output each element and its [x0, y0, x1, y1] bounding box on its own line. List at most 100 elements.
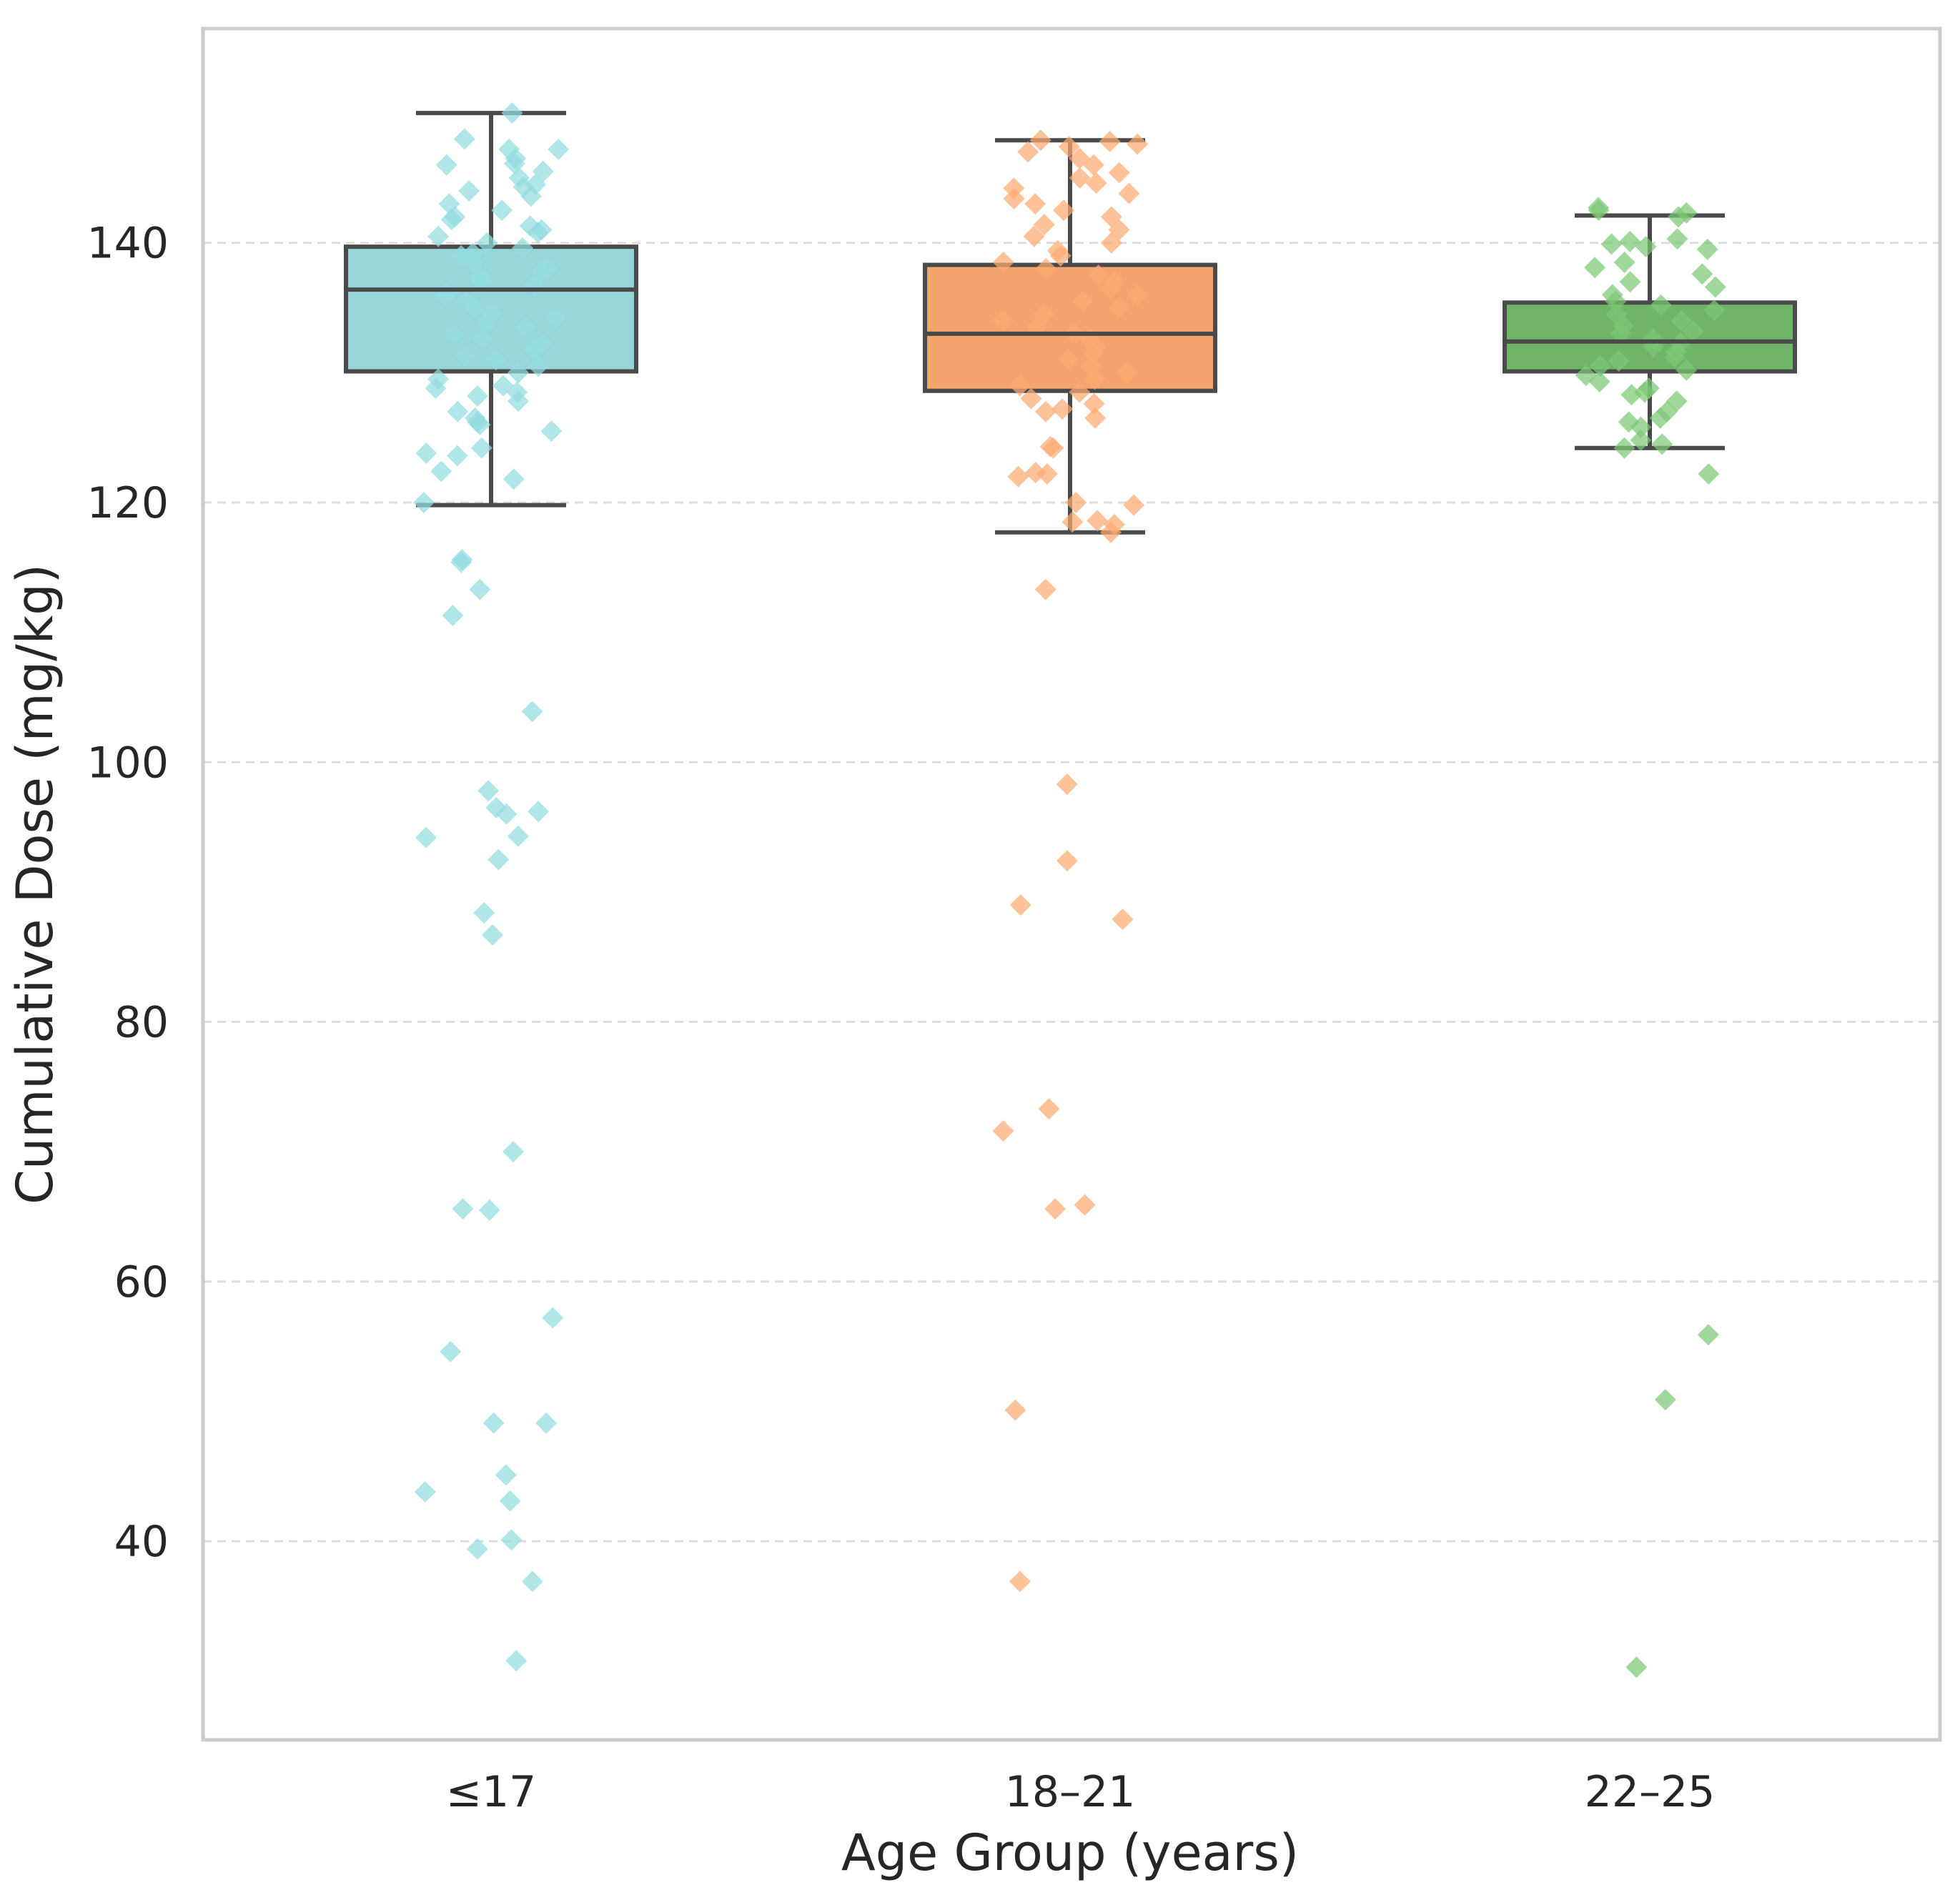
strip-point: [1654, 1389, 1676, 1411]
strip-point: [452, 1198, 474, 1220]
strip-point: [1698, 463, 1720, 485]
strip-point: [511, 237, 533, 259]
y-tick-label: 40: [114, 1517, 169, 1567]
strip-point: [1029, 129, 1051, 152]
x-tick-label: 18–21: [1005, 1767, 1136, 1817]
strip-point: [521, 701, 543, 723]
strip-point: [1023, 225, 1045, 247]
x-axis-title: Age Group (years): [841, 1824, 1299, 1882]
strip-point: [523, 338, 545, 360]
strip-point: [1049, 244, 1071, 267]
y-tick-label: 100: [86, 738, 169, 788]
strip-point: [1703, 300, 1726, 322]
strip-point: [1635, 236, 1657, 258]
strip-point: [427, 225, 450, 247]
plot-frame: [201, 26, 1942, 1742]
strip-point: [471, 328, 493, 350]
strip-point: [495, 803, 518, 825]
strip-point: [1082, 342, 1104, 365]
strip-point: [478, 1199, 500, 1221]
strip-point: [1036, 463, 1058, 485]
strip-point: [1588, 199, 1610, 222]
strip-point: [1651, 433, 1673, 455]
strip-point: [1671, 310, 1693, 332]
strip-point: [1667, 206, 1689, 228]
strip-point: [520, 185, 542, 207]
strip-point: [1009, 1570, 1031, 1593]
strip-point: [1613, 437, 1635, 459]
y-tick-labels: 40 60 80 100 120 140: [86, 219, 169, 1567]
strip-point: [528, 801, 550, 823]
strip-point: [495, 1464, 517, 1486]
x-tick-labels: ≤17 18–21 22–25: [446, 1767, 1716, 1817]
strip-point: [1123, 494, 1145, 516]
strip-point: [476, 232, 498, 254]
median-layer: [346, 287, 1795, 344]
strip-point: [1620, 384, 1643, 406]
strip-point: [1084, 407, 1107, 429]
strip-point: [1009, 375, 1031, 397]
strip-point: [491, 199, 513, 222]
strip-point: [542, 1307, 564, 1329]
strip-point: [1020, 387, 1042, 410]
strip-point: [1087, 264, 1109, 287]
strip-point: [1116, 362, 1138, 384]
strip-point: [1042, 437, 1064, 459]
strip-point: [463, 297, 485, 319]
strip-point: [503, 1141, 525, 1163]
strip-point: [415, 442, 437, 464]
strip-point: [548, 138, 570, 160]
strip-point: [440, 209, 462, 231]
strip-point: [1069, 167, 1091, 189]
points-layer: [413, 102, 1726, 1678]
strip-point: [1584, 257, 1606, 279]
strip-point: [544, 307, 566, 330]
strip-point: [1056, 850, 1078, 872]
strip-point: [1127, 133, 1149, 155]
y-tick-label: 80: [114, 998, 169, 1048]
strip-point: [1127, 284, 1149, 306]
strip-point: [1108, 162, 1130, 184]
strip-point: [458, 180, 480, 202]
strip-point: [1630, 416, 1652, 438]
strip-point: [1605, 290, 1627, 312]
x-tick-label: 22–25: [1585, 1767, 1716, 1817]
strip-point: [527, 355, 549, 377]
strip-point: [1600, 233, 1623, 255]
strip-point: [535, 1412, 558, 1434]
y-tick-label: 60: [114, 1257, 169, 1307]
strip-point: [1676, 359, 1698, 381]
strip-point: [1650, 294, 1672, 316]
strip-point: [1051, 398, 1074, 420]
strip-point: [1071, 290, 1094, 312]
strip-point: [1099, 131, 1121, 153]
strip-point: [1663, 346, 1686, 368]
strip-point: [1024, 193, 1046, 215]
strip-point: [430, 460, 452, 483]
strip-point: [1034, 400, 1056, 422]
strip-point: [1666, 228, 1688, 250]
strip-point: [1065, 491, 1087, 513]
strip-point: [1613, 251, 1635, 273]
strip-point: [1704, 276, 1726, 298]
strip-point: [1619, 271, 1641, 293]
strip-point: [1697, 1324, 1719, 1346]
strip-point: [477, 780, 500, 802]
strip-point: [1691, 263, 1713, 285]
strip-point: [487, 848, 510, 871]
strip-point: [447, 400, 469, 422]
strip-point: [1053, 199, 1075, 222]
strip-point: [1038, 1098, 1060, 1120]
strip-point: [527, 222, 549, 244]
strip-point: [1083, 392, 1105, 415]
strip-point: [501, 102, 523, 124]
strip-point: [1035, 258, 1057, 280]
strip-point: [469, 578, 491, 600]
strip-point: [1589, 355, 1611, 377]
strip-point: [1099, 277, 1121, 300]
strip-point: [507, 390, 529, 412]
strip-point: [469, 413, 491, 435]
strip-point: [482, 924, 504, 946]
strip-point: [1696, 238, 1718, 260]
